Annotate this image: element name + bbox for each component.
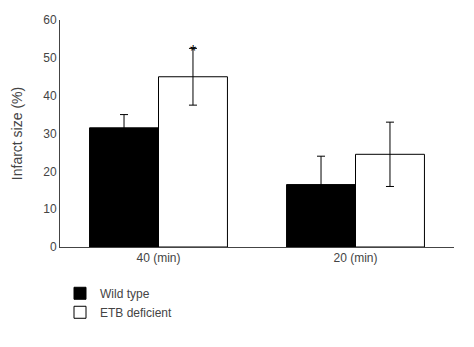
svg-text:30: 30: [43, 127, 57, 141]
svg-text:0: 0: [50, 240, 57, 254]
svg-text:*: *: [190, 43, 196, 60]
svg-text:40 (min): 40 (min): [136, 251, 180, 265]
svg-text:Wild type: Wild type: [100, 287, 150, 301]
svg-text:50: 50: [43, 51, 57, 65]
svg-text:Infarct size (%): Infarct size (%): [9, 87, 25, 180]
svg-text:40: 40: [43, 89, 57, 103]
svg-text:20: 20: [43, 165, 57, 179]
svg-text:10: 10: [43, 202, 57, 216]
svg-text:60: 60: [43, 13, 57, 27]
svg-text:ETB deficient: ETB deficient: [100, 306, 172, 320]
svg-text:20 (min): 20 (min): [333, 251, 377, 265]
